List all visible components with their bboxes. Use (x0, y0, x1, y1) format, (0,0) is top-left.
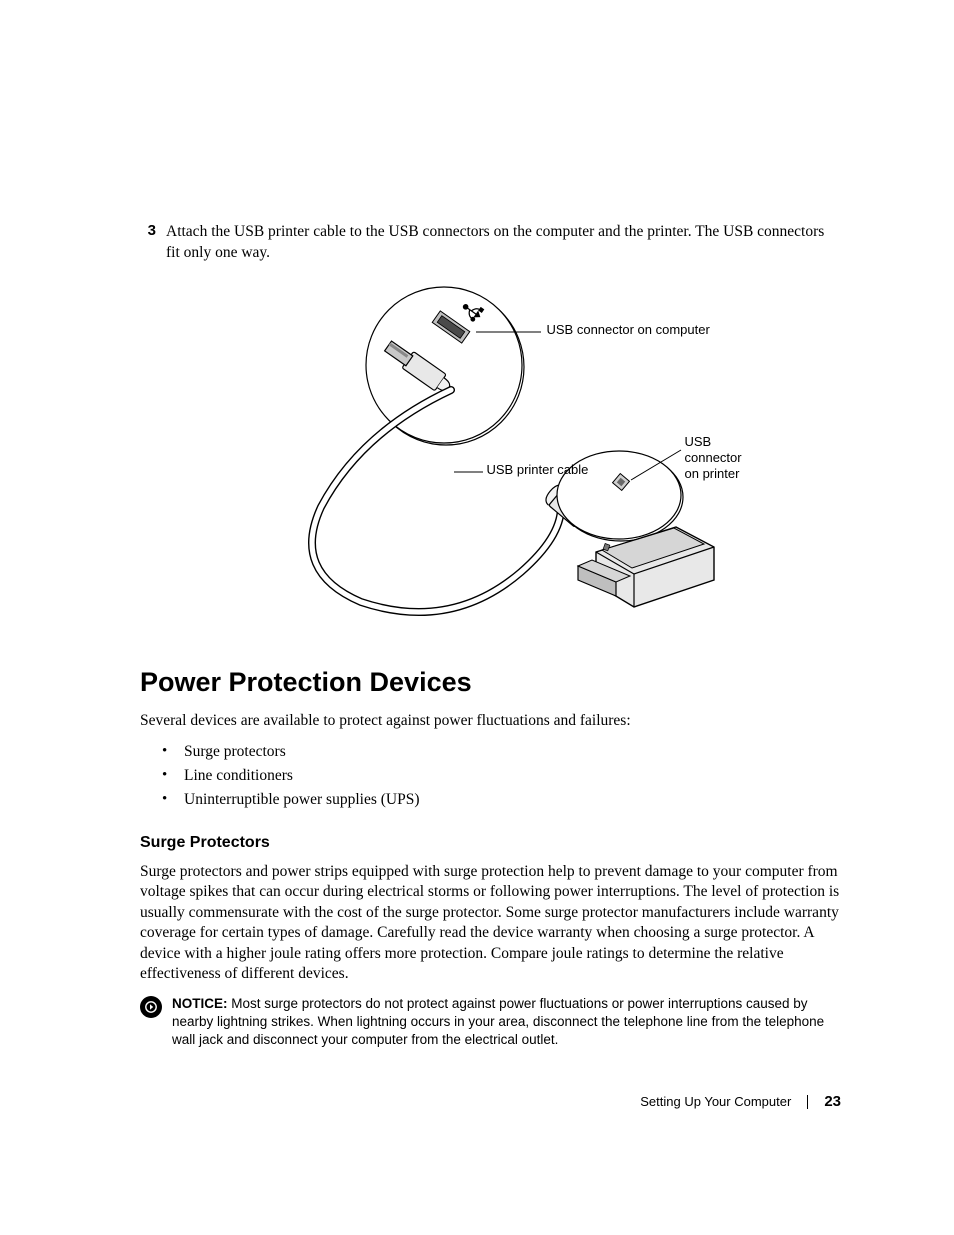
list-item: Line conditioners (184, 764, 841, 788)
callout-usb-cable: USB printer cable (487, 462, 589, 478)
page-footer: Setting Up Your Computer 23 (640, 1093, 841, 1110)
heading-surge-protectors: Surge Protectors (140, 834, 841, 852)
step-text: Attach the USB printer cable to the USB … (166, 222, 841, 264)
step-row: 3 Attach the USB printer cable to the US… (140, 222, 841, 264)
footer-section: Setting Up Your Computer (640, 1094, 791, 1109)
page-number: 23 (824, 1093, 841, 1110)
diagram-container: USB connector on computer USB printer ca… (140, 282, 841, 622)
callout-usb-printer: USB connector on printer (685, 434, 742, 483)
step-number: 3 (140, 222, 166, 264)
heading-power-protection: Power Protection Devices (140, 667, 841, 698)
list-item: Uninterruptible power supplies (UPS) (184, 788, 841, 812)
callout-usb-computer: USB connector on computer (547, 322, 710, 338)
notice-text: NOTICE: Most surge protectors do not pro… (172, 995, 841, 1050)
surge-paragraph: Surge protectors and power strips equipp… (140, 862, 841, 985)
list-item: Surge protectors (184, 740, 841, 764)
footer-separator (807, 1095, 808, 1109)
notice-label: NOTICE: (172, 996, 228, 1011)
notice-body: Most surge protectors do not protect aga… (172, 996, 824, 1047)
bullet-list: Surge protectors Line conditioners Unint… (140, 740, 841, 812)
usb-cable-diagram: USB connector on computer USB printer ca… (251, 282, 731, 622)
intro-text: Several devices are available to protect… (140, 712, 841, 730)
notice-block: NOTICE: Most surge protectors do not pro… (140, 995, 841, 1050)
notice-icon (140, 996, 162, 1018)
